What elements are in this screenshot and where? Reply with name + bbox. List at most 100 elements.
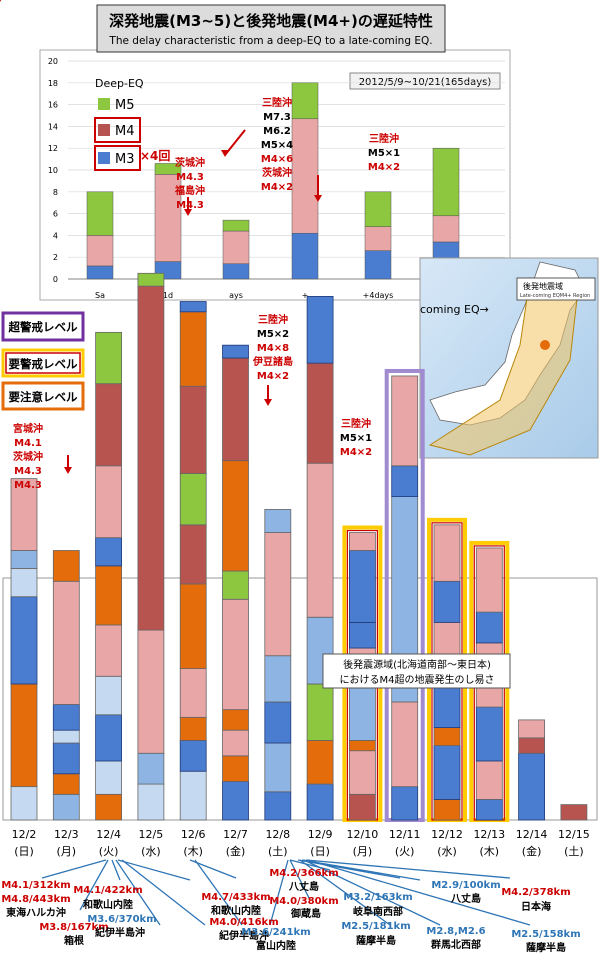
bar-segment	[10, 683, 38, 788]
inner-ytick-label: 14	[48, 122, 58, 131]
legend-m4-box	[94, 117, 141, 143]
legend-m4-swatch	[98, 124, 110, 136]
bar-segment	[52, 729, 80, 744]
connector-line	[305, 859, 511, 879]
bottom-label: M4.8/443km	[1, 894, 70, 905]
bar-segment	[264, 742, 292, 793]
weekday-label: (金)	[226, 844, 246, 858]
bottom-label: M4.1/422km	[73, 885, 142, 896]
period-box	[349, 72, 501, 90]
connector-line	[41, 859, 107, 879]
bar-segment	[518, 737, 545, 754]
bottom-label: 富山内陸	[256, 939, 296, 952]
inner-bar-segment	[364, 226, 392, 251]
bar-segment	[179, 740, 207, 772]
bottom-label: 日本海	[521, 900, 551, 913]
connector-line	[269, 859, 289, 926]
bottom-label: 箱根	[64, 934, 84, 947]
bottom-label: M2.9/100km	[431, 880, 500, 891]
weekday-label: (火)	[395, 845, 415, 858]
annotation-text: M4×2	[340, 447, 372, 458]
note-box	[322, 653, 511, 689]
annotation-text: M5×4	[261, 140, 293, 151]
connector-line	[289, 859, 331, 871]
bar-segment	[348, 793, 376, 821]
bar-segment	[222, 755, 249, 782]
connector-line	[79, 859, 109, 911]
annotation-text: M4×6	[261, 154, 293, 165]
bar-segment	[179, 583, 207, 669]
annotation-text: M4.1	[14, 438, 42, 449]
inner-bar-segment	[432, 147, 460, 217]
inner-xtick-label: +4days	[363, 291, 394, 300]
inner-bar-segment	[291, 232, 319, 280]
note-line-2: におけるM4超の地震発生のし易さ	[340, 673, 495, 686]
bottom-label: M4.2/366km	[269, 868, 338, 879]
bar-segment	[391, 375, 419, 467]
bottom-label: M2.8,M2.6	[426, 926, 485, 937]
bar-segment	[179, 668, 207, 718]
bar-segment	[52, 580, 80, 705]
bottom-label: 群馬北西部	[431, 938, 481, 951]
bar-segment	[560, 804, 588, 821]
date-label: 12/4	[96, 828, 121, 841]
inner-bar-segment	[86, 235, 114, 267]
title-jp: 深発地震(M3~5)と後発地震(M4+)の遅延特性	[109, 12, 433, 30]
annotation-text: M4×2	[257, 371, 289, 382]
inner-bar-segment	[291, 118, 319, 234]
bar-segment	[95, 760, 122, 795]
annotation-text: 茨城沖	[175, 156, 205, 169]
bar-segment	[306, 362, 334, 464]
weekday-label: (火)	[99, 845, 119, 858]
bar-segment	[52, 742, 80, 775]
annotation-arrowhead	[184, 209, 192, 216]
bar-segment	[179, 311, 207, 387]
bar-segment	[179, 385, 207, 474]
bar-segment	[95, 537, 122, 567]
bar-segment	[475, 799, 503, 821]
annotation-text: M5×2	[257, 329, 289, 340]
bar-segment	[52, 793, 80, 821]
bar-segment	[348, 686, 376, 741]
map-label-box	[516, 277, 596, 301]
annotation-text: M5×1	[340, 433, 372, 444]
annotation-text: M5×1	[368, 148, 400, 159]
weekday-label: (日)	[14, 845, 34, 858]
annotation-text: M4×2	[261, 182, 293, 193]
bottom-label: 薩摩半島	[356, 934, 396, 947]
bar-segment	[179, 524, 207, 585]
annotation-text: 三陸沖	[258, 313, 288, 326]
bar-segment	[391, 786, 419, 821]
annotation-text: 宮城沖	[13, 422, 43, 435]
inner-bar-segment	[291, 82, 319, 120]
inner-ytick-label: 20	[48, 57, 58, 66]
inner-ytick-label: 8	[53, 188, 58, 197]
connector-line	[117, 859, 191, 881]
bottom-label: M2.5/181km	[341, 921, 410, 932]
bar-segment	[137, 783, 165, 821]
legend-m3-swatch	[98, 152, 110, 164]
annotation-text: M4.3	[176, 200, 204, 211]
bar-segment	[137, 752, 165, 785]
annotation-text: M4×2	[368, 162, 400, 173]
bottom-label: M4.0/380km	[269, 896, 338, 907]
bar-segment	[10, 478, 38, 551]
bar-segment	[222, 729, 249, 757]
bottom-label: 東海ハルカ沖	[6, 906, 66, 919]
weekday-label: (土)	[564, 845, 584, 858]
level-super-label: 超警戒レベル	[8, 320, 78, 334]
bar-segment	[137, 272, 165, 287]
level-caution-label: 要注意レベル	[9, 390, 78, 404]
bottom-label: M4.0/416km	[209, 917, 278, 928]
main-bars	[10, 272, 588, 823]
bar-segment	[264, 701, 292, 744]
weekday-label: (月)	[353, 845, 373, 858]
inner-bar-segment	[86, 191, 114, 236]
bar-segment	[264, 791, 292, 821]
annotation-text: 三陸沖	[369, 132, 399, 145]
bar-segment	[306, 462, 334, 618]
bar-segment	[433, 580, 461, 623]
annotation-text: 茨城沖	[13, 450, 43, 463]
bar-segment	[433, 727, 461, 746]
legend-m5-label: M5	[115, 98, 135, 113]
